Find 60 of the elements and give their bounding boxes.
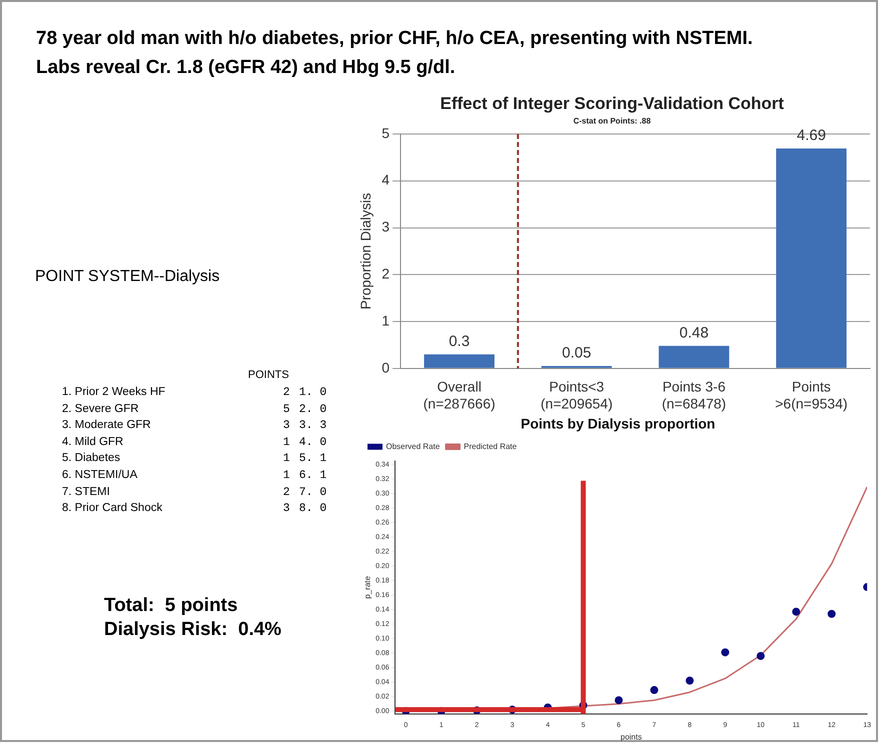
- text: POINT SYSTEM--Dialysis: [35, 268, 220, 286]
- text: 78 year old man with h/o diabetes, prior CHF, h/o CEA, presenting with NSTEMI.: [36, 27, 753, 51]
- text: 4. Mild GFR: [62, 436, 124, 448]
- x-axis-title: points: [620, 732, 642, 742]
- data-label: 0.05: [562, 344, 592, 362]
- y-tick-label: 2: [382, 266, 390, 282]
- text: 1: [283, 451, 290, 466]
- legend-label: Observed Rate: [386, 442, 440, 452]
- text: 3: [283, 501, 290, 516]
- text: 3. 3: [299, 418, 327, 434]
- x-tick-label: Points 3-6 (n=68478): [662, 378, 726, 412]
- point: [650, 686, 658, 694]
- y-tick-label: 0: [382, 359, 390, 376]
- bar: [424, 354, 494, 368]
- y-tick-label: 1: [382, 312, 390, 328]
- text: 8. Prior Card Shock: [62, 502, 162, 514]
- point: [721, 648, 730, 656]
- text: POINTS: [248, 369, 289, 381]
- text: 7. 0: [299, 484, 327, 500]
- text: 7. STEMI: [62, 486, 110, 498]
- text: 4. 0: [299, 434, 327, 450]
- point: [614, 696, 623, 704]
- text: 1: [283, 468, 290, 483]
- text: 2. Severe GFR: [62, 402, 139, 415]
- text: 3. Moderate GFR: [62, 419, 151, 432]
- y-tick-label: 3: [382, 218, 390, 235]
- x-tick-label: Points<3 (n=209654): [540, 378, 613, 412]
- text: 1. Prior 2 Weeks HF: [62, 386, 166, 398]
- chart-subtitle: C-stat on Points: .88: [573, 116, 652, 126]
- text: 2. 0: [299, 402, 327, 417]
- y-axis-title: Proportion Dialysis: [357, 192, 374, 310]
- x-tick-label: Points >6(n=9534): [775, 378, 848, 412]
- text: 6. NSTEMI/UA: [62, 469, 138, 481]
- y-tick-label: 4: [382, 172, 390, 188]
- text: Labs reveal Cr. 1.8 (eGFR 42) and Hbg 9.5 g/dl.: [36, 56, 456, 80]
- x-tick-label: Overall (n=287666): [423, 378, 496, 412]
- data-label: 0.3: [448, 332, 470, 350]
- text: 6. 1: [299, 468, 327, 483]
- chart-title: Effect of Integer Scoring-Validation Cohort: [440, 94, 784, 113]
- legend-label: Predicted Rate: [464, 442, 518, 452]
- text: 2: [283, 484, 290, 500]
- text: 1: [283, 434, 290, 450]
- bar: [658, 346, 730, 368]
- point: [828, 610, 836, 618]
- y-axis-title: p_rate: [363, 576, 372, 599]
- text: 8. 0: [299, 501, 327, 516]
- text: 5. Diabetes: [62, 452, 120, 464]
- text: 5. 1: [299, 451, 327, 466]
- chart-title: Points by Dialysis proportion: [520, 415, 716, 432]
- bar: [776, 148, 847, 368]
- point: [792, 608, 800, 616]
- point: [686, 676, 694, 685]
- text: Dialysis Risk: 0.4%: [104, 618, 282, 642]
- data-label: 4.69: [796, 127, 826, 144]
- text: 3: [283, 418, 290, 434]
- text: Total: 5 points: [104, 594, 239, 618]
- y-tick-label: 5: [382, 124, 390, 141]
- data-label: 0.48: [679, 324, 709, 342]
- point: [756, 652, 765, 660]
- text: 1. 0: [299, 385, 327, 400]
